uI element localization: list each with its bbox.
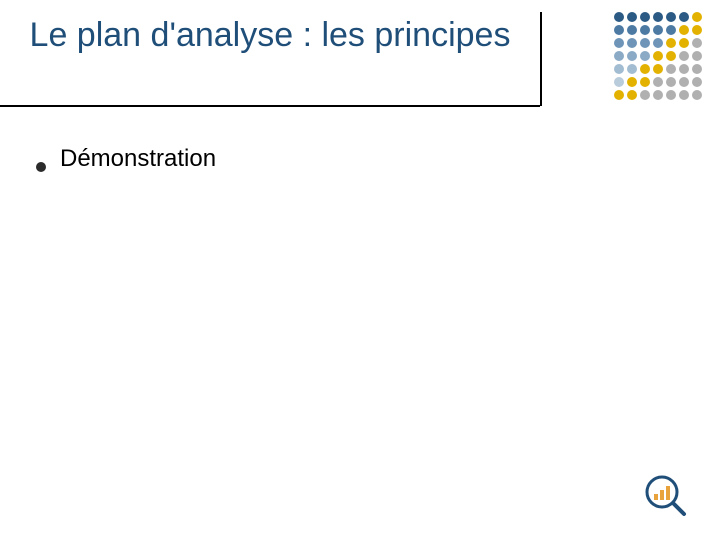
decor-dot — [640, 12, 650, 22]
decor-dot — [692, 38, 702, 48]
decor-dot — [640, 90, 650, 100]
decor-dot — [627, 12, 637, 22]
decor-dot — [614, 77, 624, 87]
decor-dot — [692, 25, 702, 35]
decor-dot — [640, 51, 650, 61]
decor-dot — [692, 64, 702, 74]
decor-dot — [653, 51, 663, 61]
decor-dot — [666, 12, 676, 22]
title-side-rule — [540, 12, 542, 106]
decor-dot — [653, 38, 663, 48]
decor-dot — [666, 25, 676, 35]
decor-dot — [627, 64, 637, 74]
decor-dot — [614, 38, 624, 48]
footer-logo — [642, 472, 690, 520]
slide: Le plan d'analyse : les principes Démons… — [0, 0, 720, 540]
decor-dot — [692, 12, 702, 22]
bullet-text: Démonstration — [60, 145, 216, 173]
decor-dot — [692, 51, 702, 61]
body-area: Démonstration — [36, 145, 684, 173]
decor-dot — [679, 77, 689, 87]
decor-dot — [640, 38, 650, 48]
decor-dot — [679, 90, 689, 100]
decor-dot — [640, 64, 650, 74]
decor-dot — [666, 77, 676, 87]
decor-dot — [679, 25, 689, 35]
decor-dot — [614, 90, 624, 100]
decor-dot — [692, 77, 702, 87]
title-block: Le plan d'analyse : les principes — [0, 14, 540, 57]
decor-dot — [614, 12, 624, 22]
decor-dot — [666, 51, 676, 61]
slide-title: Le plan d'analyse : les principes — [0, 14, 540, 57]
decor-dot — [614, 64, 624, 74]
decor-dot — [614, 25, 624, 35]
list-item: Démonstration — [36, 145, 684, 173]
decor-dot — [666, 64, 676, 74]
decor-dot — [679, 51, 689, 61]
bullet-marker-icon — [36, 162, 46, 172]
decor-dot — [627, 38, 637, 48]
decor-dot — [627, 77, 637, 87]
decor-dot — [627, 51, 637, 61]
decor-dot — [653, 90, 663, 100]
decor-dot — [679, 64, 689, 74]
decor-dot — [653, 77, 663, 87]
decor-dot — [679, 38, 689, 48]
decor-dot — [614, 51, 624, 61]
decor-dot — [640, 25, 650, 35]
decor-dot — [666, 38, 676, 48]
decor-dot — [653, 12, 663, 22]
decor-dot-grid — [614, 12, 702, 100]
decor-dot — [666, 90, 676, 100]
decor-dot — [653, 25, 663, 35]
decor-dot — [627, 90, 637, 100]
magnifier-chart-icon — [642, 472, 690, 520]
title-underline — [0, 105, 540, 107]
decor-dot — [679, 12, 689, 22]
decor-dot — [692, 90, 702, 100]
decor-dot — [653, 64, 663, 74]
decor-dot — [627, 25, 637, 35]
decor-dot — [640, 77, 650, 87]
